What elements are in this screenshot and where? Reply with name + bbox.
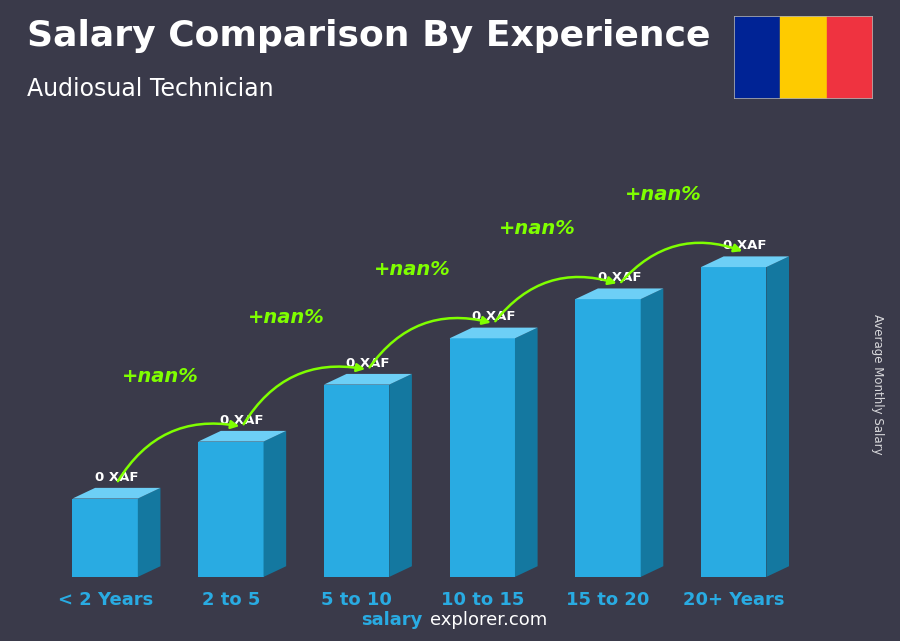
Polygon shape [641,288,663,577]
Text: Audiosual Technician: Audiosual Technician [27,77,274,101]
Text: 0 XAF: 0 XAF [472,310,516,323]
Polygon shape [515,328,537,577]
Bar [826,16,873,99]
Polygon shape [450,328,537,338]
Text: Salary Comparison By Experience: Salary Comparison By Experience [27,19,710,53]
Text: +nan%: +nan% [500,219,576,238]
Text: 0 XAF: 0 XAF [346,356,390,370]
Text: +nan%: +nan% [122,367,199,386]
Text: +nan%: +nan% [374,260,450,279]
Polygon shape [138,488,160,577]
Polygon shape [767,256,789,577]
Polygon shape [701,256,789,267]
Polygon shape [450,338,515,577]
Polygon shape [73,488,160,499]
Text: +nan%: +nan% [625,185,702,204]
Polygon shape [73,499,138,577]
Bar [780,16,826,99]
Text: salary: salary [362,611,423,629]
Bar [734,16,780,99]
Text: Average Monthly Salary: Average Monthly Salary [871,314,884,455]
Text: +nan%: +nan% [248,308,325,327]
Polygon shape [324,385,390,577]
Polygon shape [575,299,641,577]
Polygon shape [264,431,286,577]
Polygon shape [575,288,663,299]
Text: 0 XAF: 0 XAF [724,239,767,252]
Text: 0 XAF: 0 XAF [220,413,264,427]
Polygon shape [198,431,286,442]
Text: explorer.com: explorer.com [430,611,547,629]
Polygon shape [324,374,412,385]
Text: 0 XAF: 0 XAF [598,271,641,284]
Text: 0 XAF: 0 XAF [94,470,139,483]
Polygon shape [198,442,264,577]
Polygon shape [701,267,767,577]
Polygon shape [390,374,412,577]
